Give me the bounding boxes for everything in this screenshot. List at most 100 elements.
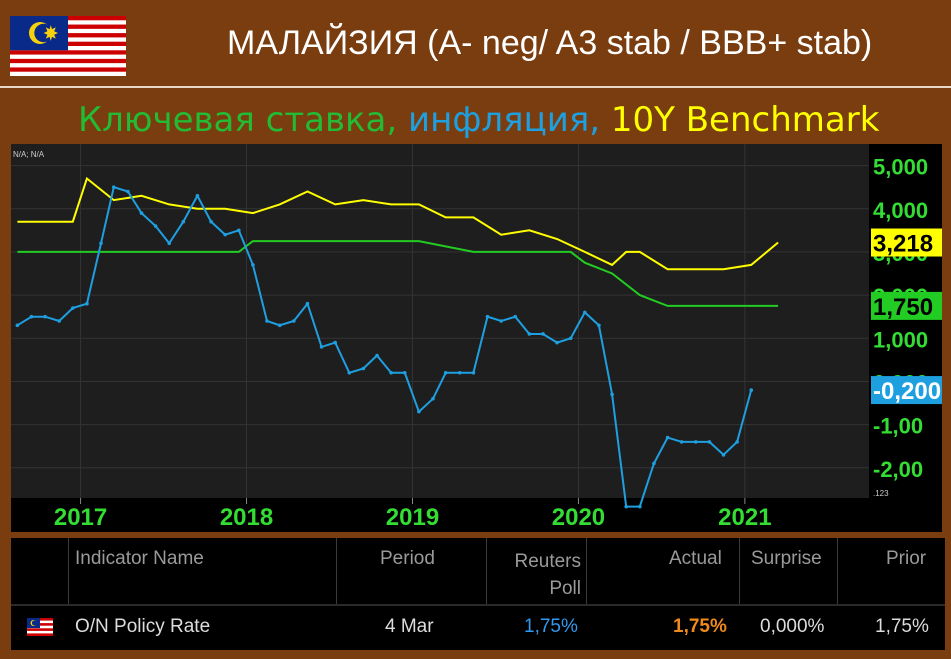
data-point (499, 319, 503, 323)
table-header-row: Indicator Name Period Reuters Poll Actua… (11, 538, 945, 604)
data-point (85, 301, 89, 306)
data-point (236, 228, 241, 233)
data-point (195, 194, 200, 198)
subtitle-benchmark: 10Y Benchmark (610, 100, 880, 140)
data-point (375, 353, 379, 358)
x-tick-label: 2017 (54, 504, 107, 531)
y-tick-label: 5,000 (873, 155, 928, 180)
last-value-badge (871, 228, 942, 257)
data-point (71, 306, 75, 310)
data-point (541, 332, 545, 336)
x-tick-label: 2020 (552, 504, 605, 531)
data-point (693, 440, 698, 444)
header: МАЛАЙЗИЯ (A- neg/ A3 stab / BBB+ stab) (0, 0, 951, 86)
data-point (167, 241, 172, 246)
data-point (749, 388, 754, 392)
x-tick-label: 2021 (718, 504, 771, 531)
series-line-1 (17, 240, 779, 307)
data-point (513, 314, 518, 319)
y-tick-label: -1,00 (873, 414, 923, 439)
header-reuters-poll[interactable]: Reuters Poll (507, 548, 581, 602)
data-point (319, 345, 324, 349)
data-point (624, 504, 628, 509)
header-prior[interactable]: Prior (886, 548, 927, 569)
data-point (431, 396, 435, 401)
data-point (417, 409, 421, 414)
malaysia-flag-icon (10, 16, 126, 76)
subtitle-key-rate: Ключевая ставка, (78, 100, 408, 140)
data-point (735, 440, 739, 444)
last-value-badge (871, 376, 942, 405)
data-point (402, 371, 407, 375)
header-reuters-poll-line2: Poll (549, 578, 581, 599)
data-point (292, 319, 296, 323)
data-point (251, 263, 255, 267)
data-point (597, 323, 601, 328)
indicator-table: Indicator Name Period Reuters Poll Actua… (11, 538, 945, 650)
last-value-label: 1,750 (873, 294, 933, 321)
chart-subtitle: Ключевая ставка, инфляция, 10Y Benchmark (78, 100, 879, 140)
last-value-badge (871, 291, 942, 320)
data-point (139, 211, 144, 215)
x-tick-label: 2019 (386, 504, 439, 531)
data-point (665, 435, 670, 440)
page-title: МАЛАЙЗИЯ (A- neg/ A3 stab / BBB+ stab) (227, 24, 873, 62)
chart-area: 5,0004,0003,0002,0001,0000,000-1,00-2,00… (11, 144, 942, 532)
series-line-0 (17, 176, 779, 271)
header-actual[interactable]: Actual (669, 548, 722, 569)
data-point (305, 301, 310, 306)
row-actual: 1,75% (673, 616, 727, 637)
data-point (652, 461, 656, 466)
last-value-label: 3,218 (873, 231, 933, 258)
header-indicator-name[interactable]: Indicator Name (75, 548, 204, 569)
y-tick-label: 1,000 (873, 327, 928, 352)
table-row[interactable]: O/N Policy Rate 4 Mar 1,75% 1,75% 0,000%… (11, 606, 945, 650)
data-point (555, 340, 559, 345)
data-point (43, 314, 47, 319)
header-reuters-poll-line1: Reuters (514, 551, 581, 572)
data-point (721, 453, 726, 457)
top-left-label: N/A; N/A (13, 150, 45, 159)
row-indicator-name: O/N Policy Rate (75, 616, 211, 637)
row-period: 4 Mar (385, 616, 434, 637)
malaysia-flag-icon (27, 618, 53, 636)
subtitle-bar (0, 86, 951, 146)
y-tick-label: -2,00 (873, 457, 923, 482)
data-point (361, 366, 366, 371)
data-point (389, 371, 393, 375)
data-point (457, 371, 462, 375)
header-period[interactable]: Period (380, 548, 435, 569)
series-line-2 (16, 185, 753, 508)
data-point (277, 323, 282, 328)
header-surprise[interactable]: Surprise (751, 548, 822, 569)
y-tick-label: 4,000 (873, 198, 928, 223)
data-point (209, 219, 213, 224)
data-point (29, 314, 34, 319)
row-reuters-poll: 1,75% (524, 616, 578, 637)
row-prior: 1,75% (875, 616, 929, 637)
data-point (223, 232, 227, 237)
data-point (15, 323, 20, 328)
data-point (99, 241, 103, 246)
data-point (443, 371, 448, 375)
data-point (347, 371, 352, 375)
data-point (265, 319, 269, 323)
data-point (111, 185, 116, 189)
data-point (153, 224, 158, 228)
data-point (610, 392, 614, 397)
data-point (57, 319, 61, 323)
data-point (333, 340, 337, 345)
data-point (527, 332, 532, 336)
data-point (485, 314, 490, 319)
last-value-label: -0,200 (873, 378, 941, 405)
bottom-right-label: .123 (873, 489, 889, 498)
subtitle-inflation: инфляция, (408, 100, 611, 140)
data-point (126, 189, 130, 194)
plot-background (11, 144, 869, 498)
data-point (638, 504, 642, 509)
data-point (707, 440, 712, 444)
line-chart: 5,0004,0003,0002,0001,0000,000-1,00-2,00… (11, 144, 942, 531)
row-surprise: 0,000% (760, 616, 825, 637)
data-point (471, 371, 476, 375)
x-tick-label: 2018 (220, 504, 273, 531)
